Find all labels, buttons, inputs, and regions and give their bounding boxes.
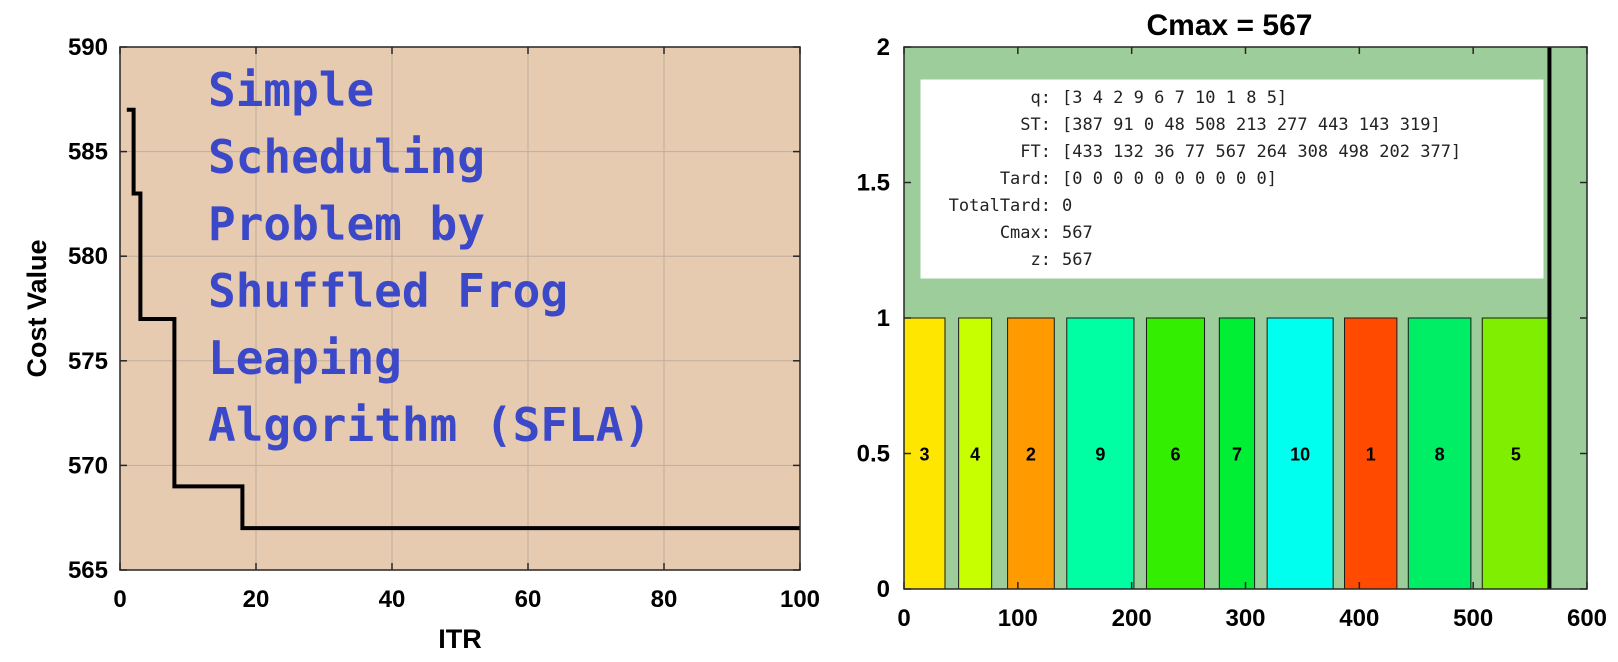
info-key: ST: <box>1020 115 1051 135</box>
x-tick-label: 60 <box>515 586 542 613</box>
chart-title: Cmax = 567 <box>1147 9 1313 42</box>
y-tick-label: 0.5 <box>857 441 890 468</box>
job-bar <box>1007 317 1055 590</box>
y-tick-label: 2 <box>877 34 890 61</box>
y-tick-label: 575 <box>68 348 108 375</box>
x-axis-label: ITR <box>438 624 482 654</box>
x-tick-label: 500 <box>1453 605 1493 632</box>
job-bar-label: 1 <box>1366 445 1376 465</box>
x-tick-label: 400 <box>1339 605 1379 632</box>
info-value: 0 <box>1062 196 1072 216</box>
job-bar-label: 6 <box>1170 445 1180 465</box>
y-tick-label: 0 <box>877 576 890 603</box>
overlay-title-line: Algorithm (SFLA) <box>208 398 651 452</box>
overlay-title-line: Simple <box>208 63 374 117</box>
job-bar-label: 5 <box>1511 445 1521 465</box>
job-bar-label: 10 <box>1290 445 1310 465</box>
job-bar <box>1344 317 1398 590</box>
info-key: Cmax: <box>1000 223 1051 243</box>
overlay-title-line: Shuffled Frog <box>208 264 568 318</box>
x-tick-label: 80 <box>651 586 678 613</box>
y-tick-label: 1.5 <box>857 170 890 197</box>
x-tick-label: 600 <box>1567 605 1607 632</box>
info-value: 567 <box>1062 250 1093 270</box>
x-tick-label: 40 <box>379 586 406 613</box>
job-bar <box>1407 317 1472 590</box>
overlay-title-line: Problem by <box>208 197 485 251</box>
job-bar-label: 7 <box>1232 445 1242 465</box>
x-tick-label: 300 <box>1225 605 1265 632</box>
overlay-title-line: Scheduling <box>208 130 485 184</box>
job-bar <box>958 317 993 590</box>
info-value: 567 <box>1062 223 1093 243</box>
convergence-plot: Simple Scheduling Problem by Shuffled Frog L… <box>22 34 820 654</box>
job-bar-label: 2 <box>1026 445 1036 465</box>
info-key: z: <box>1031 250 1051 270</box>
y-tick-label: 590 <box>68 34 108 61</box>
job-bar <box>1145 317 1206 590</box>
y-tick-label: 570 <box>68 452 108 479</box>
x-tick-label: 200 <box>1112 605 1152 632</box>
info-key: TotalTard: <box>949 196 1051 216</box>
y-tick-label: 580 <box>68 243 108 270</box>
plot-area <box>120 47 800 570</box>
overlay-title-line: Leaping <box>208 331 402 385</box>
job-bar <box>1066 317 1135 590</box>
info-value: [433 132 36 77 567 264 308 498 202 377] <box>1062 142 1461 162</box>
info-value: [3 4 2 9 6 7 10 1 8 5] <box>1062 88 1287 108</box>
info-value: [0 0 0 0 0 0 0 0 0 0] <box>1062 169 1277 189</box>
y-tick-label: 585 <box>68 139 108 166</box>
plot-border <box>119 46 801 571</box>
x-tick-label: 100 <box>998 605 1038 632</box>
info-box <box>920 79 1544 279</box>
x-tick-label: 100 <box>780 586 820 613</box>
y-tick-label: 1 <box>877 305 890 332</box>
cost-series-line <box>126 107 800 531</box>
info-value: [387 91 0 48 508 213 277 443 143 319] <box>1062 115 1441 135</box>
job-bar-label: 8 <box>1435 445 1445 465</box>
x-tick-label: 0 <box>897 605 910 632</box>
job-bar-label: 9 <box>1095 445 1105 465</box>
x-tick-label: 20 <box>243 586 270 613</box>
job-bar-label: 3 <box>919 445 929 465</box>
info-key: q: <box>1031 88 1051 108</box>
x-tick-label: 0 <box>113 586 126 613</box>
y-tick-label: 565 <box>68 557 108 584</box>
info-key: FT: <box>1020 142 1051 162</box>
info-key: Tard: <box>1000 169 1051 189</box>
y-axis-label: Cost Value <box>22 239 52 377</box>
job-bar-label: 4 <box>970 445 980 465</box>
